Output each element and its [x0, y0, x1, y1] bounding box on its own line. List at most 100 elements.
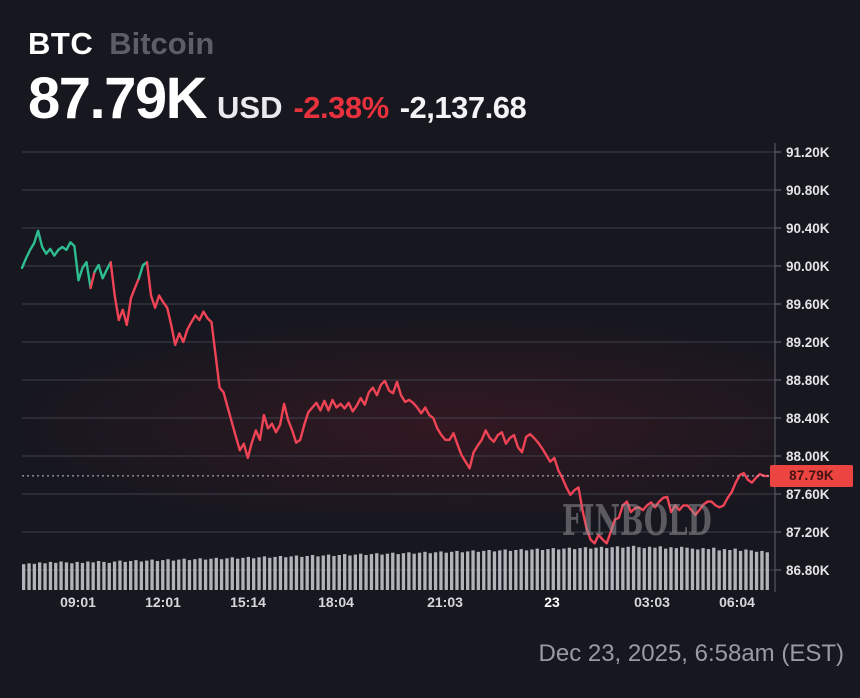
volume-bar: [578, 548, 582, 590]
volume-bar: [583, 547, 588, 590]
volume-bar: [460, 552, 465, 590]
volume-bar: [198, 558, 202, 590]
volume-bar: [407, 552, 411, 590]
volume-bar: [59, 561, 63, 590]
volume-bar: [621, 547, 625, 590]
volume-bar: [551, 548, 555, 590]
volume-bar: [749, 550, 753, 590]
volume-bar: [54, 562, 58, 590]
volume-bar: [401, 553, 406, 590]
volume-bar: [396, 554, 400, 590]
volume-bar: [252, 558, 256, 590]
volume-bar: [685, 547, 689, 590]
volume-bar: [214, 557, 218, 590]
volume-bar: [129, 561, 133, 590]
volume-bar: [562, 548, 566, 590]
volume-bar: [744, 549, 748, 590]
current-price: 87.79K: [28, 66, 208, 131]
price-line-segment: [109, 261, 141, 327]
volume-bar: [96, 561, 101, 590]
volume-bar: [701, 548, 705, 590]
volume-bar: [765, 552, 769, 590]
volume-bar: [439, 551, 443, 590]
volume-bar: [519, 549, 523, 590]
volume-bar: [423, 551, 427, 590]
y-axis-label: 87.60K: [786, 487, 830, 502]
volume-bar: [107, 562, 111, 590]
volume-bar: [225, 558, 229, 590]
volume-bar: [375, 553, 379, 590]
volume-bar: [161, 560, 165, 590]
volume-bar: [262, 556, 267, 590]
volume-bar: [118, 560, 122, 590]
volume-bar: [80, 562, 85, 590]
volume-bar: [112, 561, 117, 590]
price-change-percent: -2.38%: [293, 90, 389, 125]
volume-bar: [268, 557, 272, 590]
volume-bar: [236, 558, 240, 590]
volume-bar: [241, 557, 245, 590]
volume-bar: [182, 558, 186, 590]
volume-bar: [444, 552, 448, 590]
y-axis-label: 89.60K: [786, 297, 830, 312]
volume-bar: [91, 562, 95, 590]
y-axis-label: 86.80K: [786, 563, 830, 578]
price-change-absolute: -2,137.68: [399, 90, 527, 125]
volume-bar: [573, 549, 577, 590]
volume-bar: [337, 555, 341, 590]
volume-bar: [380, 554, 384, 590]
timestamp: Dec 23, 2025, 6:58am (EST): [538, 640, 844, 667]
volume-bar: [348, 555, 352, 590]
volume-bar: [369, 554, 374, 590]
volume-bar: [733, 548, 737, 590]
y-axis-label: 90.80K: [786, 183, 830, 198]
volume-bar: [289, 556, 293, 590]
volume-bar: [690, 548, 695, 590]
header: BTC Bitcoin 87.79K USD -2.38% -2,137.68: [28, 26, 527, 131]
volume-bar: [38, 562, 42, 590]
volume-bar: [738, 550, 743, 590]
x-axis-label: 15:14: [230, 594, 266, 610]
volume-bar: [605, 548, 609, 590]
price-line-segment: [145, 261, 770, 545]
y-axis-label: 90.00K: [786, 259, 830, 274]
volume-bar: [482, 550, 486, 590]
price-line-segment: [93, 261, 112, 280]
volume-bar: [754, 551, 759, 590]
volume-bar: [631, 545, 636, 590]
volume-bar: [155, 561, 160, 590]
volume-bar: [535, 548, 539, 590]
y-axis-label: 88.40K: [786, 411, 830, 426]
volume-bar: [498, 550, 502, 590]
volume-bar: [209, 558, 213, 590]
x-axis-label: 12:01: [145, 594, 181, 610]
y-axis-label: 91.20K: [786, 145, 830, 160]
volume-bar: [567, 547, 572, 590]
volume-bar: [455, 550, 459, 590]
volume-bar: [145, 560, 149, 590]
volume-bar: [508, 550, 513, 590]
x-axis-label: 06:04: [719, 594, 755, 610]
volume-bar: [316, 556, 320, 590]
symbol-row: BTC Bitcoin: [28, 26, 526, 62]
volume-bar: [359, 553, 363, 590]
volume-bar: [230, 557, 234, 590]
volume-bar: [364, 555, 368, 590]
volume-bar: [589, 548, 593, 590]
x-axis-label: 21:03: [427, 594, 463, 610]
volume-bar: [70, 563, 74, 590]
volume-bar: [530, 549, 534, 590]
volume-bar: [557, 549, 561, 590]
volume-bar: [476, 551, 481, 590]
volume-bar: [450, 551, 454, 590]
volume-bar: [492, 551, 497, 590]
volume-bar: [75, 561, 79, 590]
y-axis-label: 87.20K: [786, 525, 830, 540]
volume-bar: [187, 560, 192, 590]
volume-bar: [728, 550, 732, 590]
volume-bar: [305, 556, 309, 590]
volume-bar: [102, 561, 106, 590]
